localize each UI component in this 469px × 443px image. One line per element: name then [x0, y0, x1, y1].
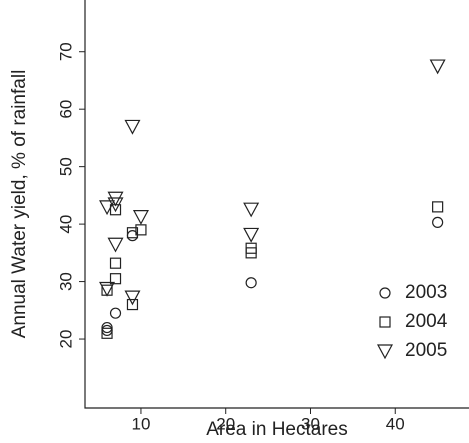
point [243, 227, 260, 243]
legend-marker [376, 344, 394, 360]
y-tick-label: 60 [56, 100, 75, 119]
point [429, 59, 446, 75]
point [101, 321, 113, 334]
point [109, 257, 122, 269]
y-tick-label: 40 [56, 215, 75, 234]
y-axis-label: Annual Water yield, % of rainfall [9, 70, 30, 339]
point [243, 202, 260, 218]
y-tick-label: 20 [56, 330, 75, 349]
x-tick-label: 40 [386, 414, 405, 433]
point [109, 273, 122, 285]
legend-marker [379, 316, 391, 328]
axes [84, 0, 469, 409]
point [124, 119, 141, 135]
point [101, 327, 113, 339]
x-axis-label: Area in Hectares [206, 419, 348, 440]
legend-label: 2003 [405, 282, 447, 303]
point [99, 200, 116, 216]
point [432, 201, 444, 213]
point [107, 197, 124, 213]
legend-label: 2005 [405, 340, 447, 361]
point [126, 298, 139, 311]
point [107, 191, 124, 207]
legend-label: 2004 [405, 311, 448, 332]
y-tick-label: 70 [56, 42, 75, 61]
point [432, 216, 444, 228]
point [107, 237, 124, 253]
point [99, 281, 116, 297]
legend-marker [379, 287, 391, 299]
point [132, 210, 149, 225]
point [124, 290, 141, 306]
y-tick-label: 30 [56, 272, 75, 291]
y-tick-label: 50 [56, 157, 75, 176]
point [109, 307, 122, 319]
x-tick-label: 20 [216, 414, 235, 433]
point [126, 227, 139, 239]
x-tick-label: 30 [301, 414, 320, 433]
x-tick-label: 10 [131, 414, 150, 433]
point [245, 242, 257, 254]
point [245, 277, 257, 289]
